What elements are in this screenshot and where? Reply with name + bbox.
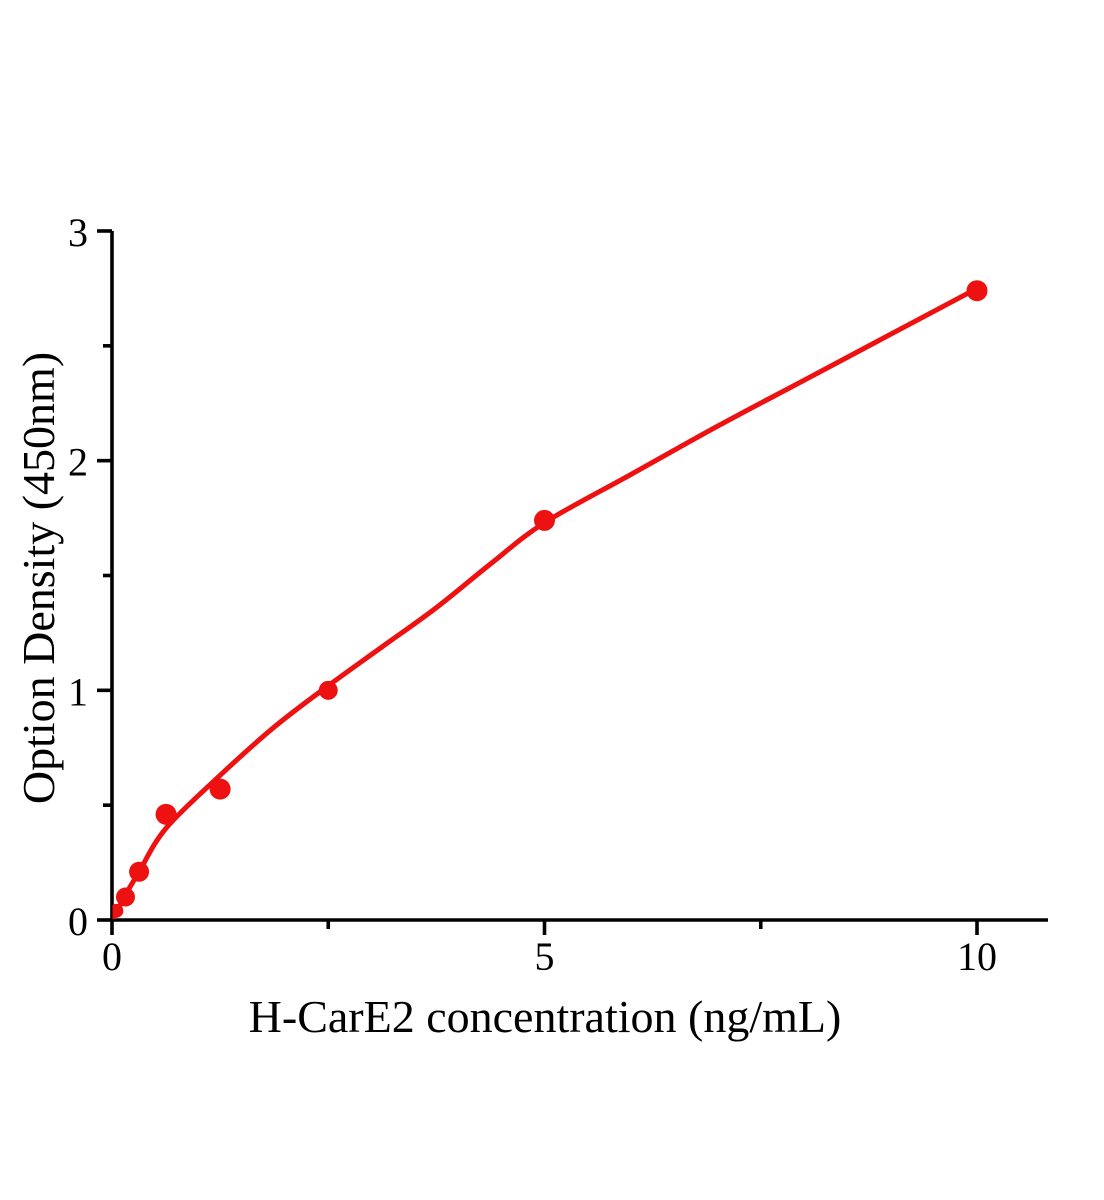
data-series: [112, 280, 988, 919]
data-point-marker: [318, 680, 338, 700]
data-point-marker: [534, 509, 555, 531]
data-point-marker: [115, 887, 135, 907]
data-point-marker: [112, 903, 124, 918]
data-point-marker: [966, 280, 988, 302]
data-point-marker: [209, 778, 231, 800]
fit-curve-line: [112, 285, 980, 919]
x-tick-label: 10: [957, 934, 997, 979]
y-tick-label: 0: [68, 899, 88, 944]
x-tick-label: 0: [102, 934, 122, 979]
y-tick-label: 2: [68, 440, 88, 485]
y-tick-label: 1: [68, 669, 88, 714]
data-point-marker: [155, 803, 177, 825]
x-tick-label: 5: [535, 934, 555, 979]
axes: 0 5 10 0 1 2 3: [68, 210, 1048, 979]
y-axis-title: Option Density (450nm): [13, 352, 64, 804]
x-axis-title: H-CarE2 concentration (ng/mL): [249, 991, 842, 1042]
data-point-marker: [129, 861, 150, 882]
y-tick-label: 3: [68, 210, 88, 255]
